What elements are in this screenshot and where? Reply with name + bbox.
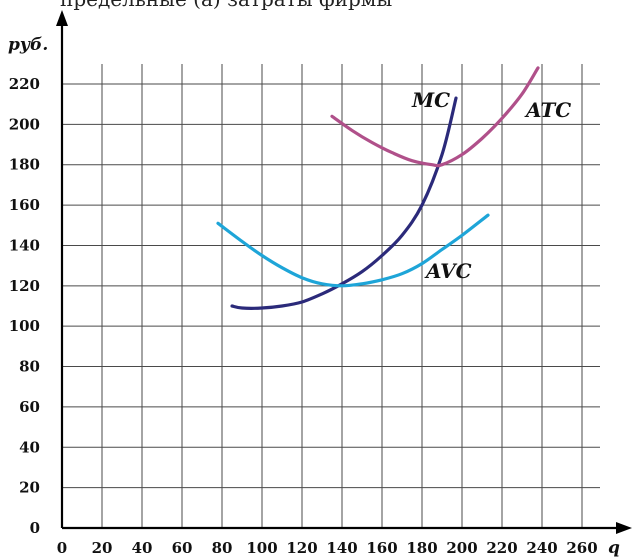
series-label-avc: AVC <box>424 259 472 283</box>
series <box>216 66 540 310</box>
x-tick-label-100: 100 <box>246 539 277 557</box>
y-axis-arrow <box>56 10 68 26</box>
x-tick-label-260: 260 <box>566 539 597 557</box>
y-tick-label-80: 80 <box>19 358 40 376</box>
tick-labels: 0 20 40 60 80 100 120 140 160 180 200 220 240 260 0 20 4… <box>9 75 598 557</box>
x-tick-label-240: 240 <box>526 539 557 557</box>
series-line-avc <box>216 213 490 288</box>
y-tick-label-0: 0 <box>30 519 40 537</box>
series-line-mc <box>230 96 458 310</box>
y-tick-label-200: 200 <box>9 115 40 133</box>
top-cut-text: предельные (а) затраты фирмы <box>60 0 392 11</box>
x-tick-label-40: 40 <box>132 539 153 557</box>
x-tick-label-20: 20 <box>92 539 113 557</box>
series-labels: MC AVC ATC <box>411 88 571 283</box>
x-tick-label-160: 160 <box>366 539 397 557</box>
y-tick-label-100: 100 <box>9 317 40 335</box>
axes <box>56 10 632 534</box>
x-tick-label-80: 80 <box>212 539 233 557</box>
series-label-mc: MC <box>411 88 450 112</box>
x-tick-label-140: 140 <box>326 539 357 557</box>
y-tick-label-220: 220 <box>9 75 40 93</box>
y-tick-label-180: 180 <box>9 156 40 174</box>
x-tick-label-0: 0 <box>57 539 67 557</box>
series-line-atc <box>330 66 540 168</box>
y-tick-label-140: 140 <box>9 236 40 254</box>
x-axis-arrow <box>616 522 632 534</box>
y-axis-label: руб. <box>8 35 48 55</box>
grid <box>62 64 600 528</box>
y-tick-label-20: 20 <box>19 479 40 497</box>
y-tick-label-60: 60 <box>19 398 40 416</box>
y-tick-label-40: 40 <box>19 438 40 456</box>
x-tick-label-60: 60 <box>172 539 193 557</box>
series-label-atc: ATC <box>524 98 571 122</box>
x-tick-label-220: 220 <box>486 539 517 557</box>
x-tick-label-120: 120 <box>286 539 317 557</box>
y-tick-label-120: 120 <box>9 277 40 295</box>
y-tick-label-160: 160 <box>9 196 40 214</box>
x-tick-label-200: 200 <box>446 539 477 557</box>
x-axis-label: q <box>608 538 620 558</box>
x-tick-label-180: 180 <box>406 539 437 557</box>
